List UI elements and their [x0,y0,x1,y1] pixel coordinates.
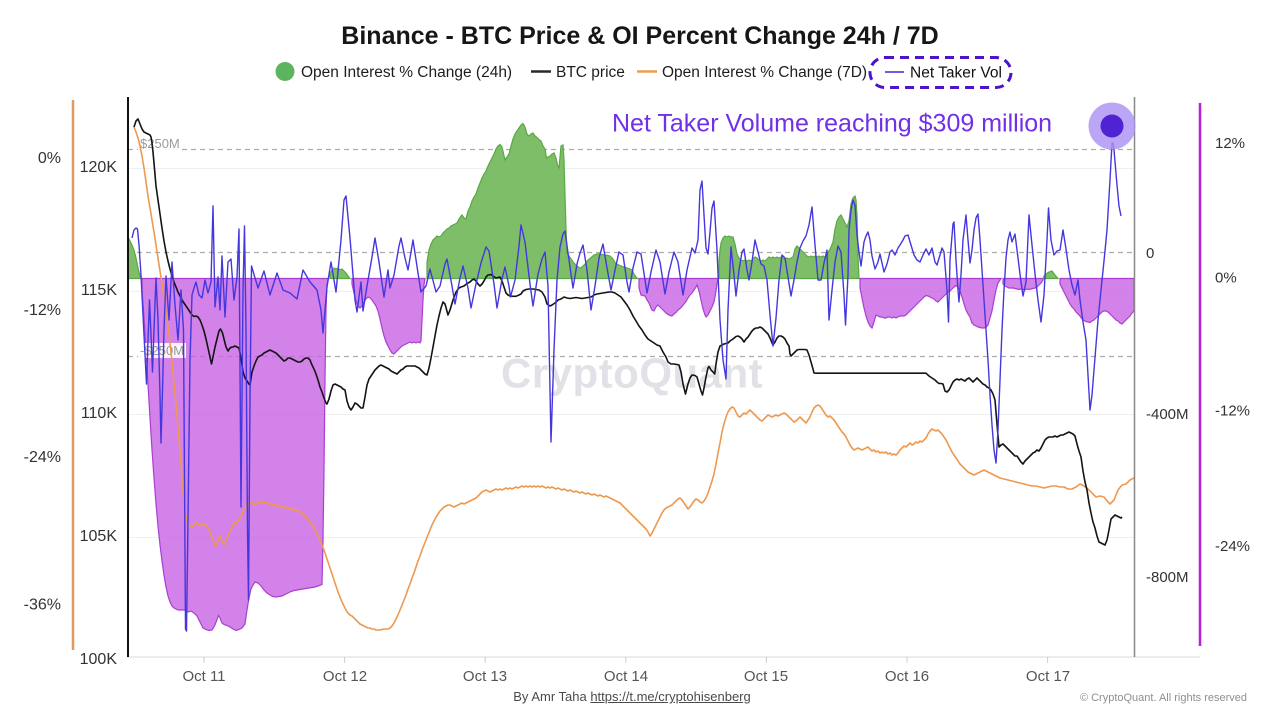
svg-text:$250M: $250M [140,136,180,151]
svg-text:Net Taker Vol: Net Taker Vol [910,65,1002,82]
svg-text:Oct 17: Oct 17 [1026,668,1070,685]
svg-text:120K: 120K [80,159,118,176]
svg-text:-400M: -400M [1146,406,1189,423]
svg-text:12%: 12% [1215,135,1245,152]
svg-text:Open Interest % Change (24h): Open Interest % Change (24h) [301,64,512,81]
svg-text:-24%: -24% [24,449,61,466]
svg-text:-24%: -24% [1215,538,1250,555]
svg-text:105K: 105K [80,528,118,545]
svg-text:-800M: -800M [1146,569,1189,586]
svg-text:0: 0 [1146,245,1154,262]
svg-text:-36%: -36% [24,597,61,614]
svg-text:Oct 15: Oct 15 [744,668,788,685]
svg-text:Net Taker Volume reaching $309: Net Taker Volume reaching $309 million [612,110,1052,138]
svg-text:100K: 100K [80,651,118,668]
svg-text:-$250M: -$250M [140,343,184,358]
svg-text:0%: 0% [38,150,61,167]
svg-text:-12%: -12% [24,302,61,319]
svg-text:115K: 115K [81,282,118,299]
svg-text:Oct 16: Oct 16 [885,668,929,685]
svg-text:BTC price: BTC price [556,64,625,81]
svg-text:Oct 12: Oct 12 [323,668,367,685]
svg-text:0%: 0% [1215,270,1237,287]
svg-text:Oct 13: Oct 13 [463,668,507,685]
svg-text:Oct 14: Oct 14 [604,668,648,685]
svg-text:Open Interest % Change (7D): Open Interest % Change (7D) [662,64,867,81]
svg-text:-12%: -12% [1215,403,1250,420]
svg-text:Oct 11: Oct 11 [182,668,225,685]
svg-text:CryptoQuant: CryptoQuant [501,350,763,397]
svg-text:110K: 110K [81,405,118,422]
